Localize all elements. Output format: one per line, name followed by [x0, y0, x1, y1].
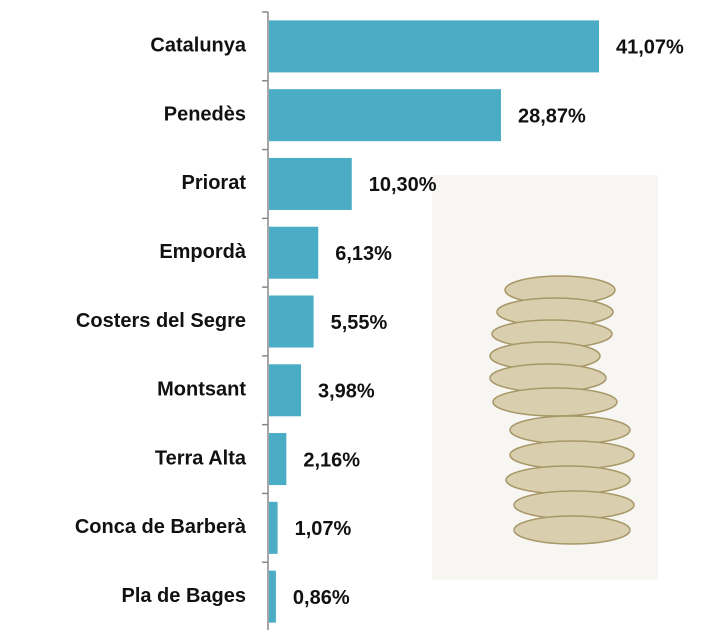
- category-label: Catalunya: [150, 35, 246, 57]
- bar: [269, 433, 286, 485]
- coin-stack-picture: [432, 175, 658, 580]
- value-label: 6,13%: [335, 243, 392, 265]
- category-label: Costers del Segre: [76, 310, 246, 332]
- value-label: 28,87%: [518, 105, 586, 127]
- bar: [269, 89, 501, 141]
- bar: [269, 571, 276, 623]
- bar: [269, 364, 301, 416]
- category-label: Empordà: [159, 241, 247, 263]
- bar: [269, 227, 318, 279]
- category-label: Pla de Bages: [121, 585, 246, 607]
- bar: [269, 158, 352, 210]
- bar: [269, 20, 599, 72]
- category-label: Priorat: [182, 172, 247, 194]
- value-label: 10,30%: [369, 174, 437, 196]
- value-label: 1,07%: [295, 518, 352, 540]
- category-label: Montsant: [157, 379, 246, 401]
- value-label: 2,16%: [303, 449, 360, 471]
- value-label: 3,98%: [318, 381, 375, 403]
- category-label: Conca de Barberà: [75, 516, 247, 538]
- bar: [269, 296, 314, 348]
- bar: [269, 502, 278, 554]
- category-label: Penedès: [164, 103, 246, 125]
- value-label: 0,86%: [293, 587, 350, 609]
- chart: Catalunya 41,07% Penedès 28,87% Priorat 10,30…: [0, 0, 708, 630]
- category-label: Terra Alta: [155, 447, 247, 469]
- value-label: 5,55%: [331, 312, 388, 334]
- value-label: 41,07%: [616, 37, 684, 59]
